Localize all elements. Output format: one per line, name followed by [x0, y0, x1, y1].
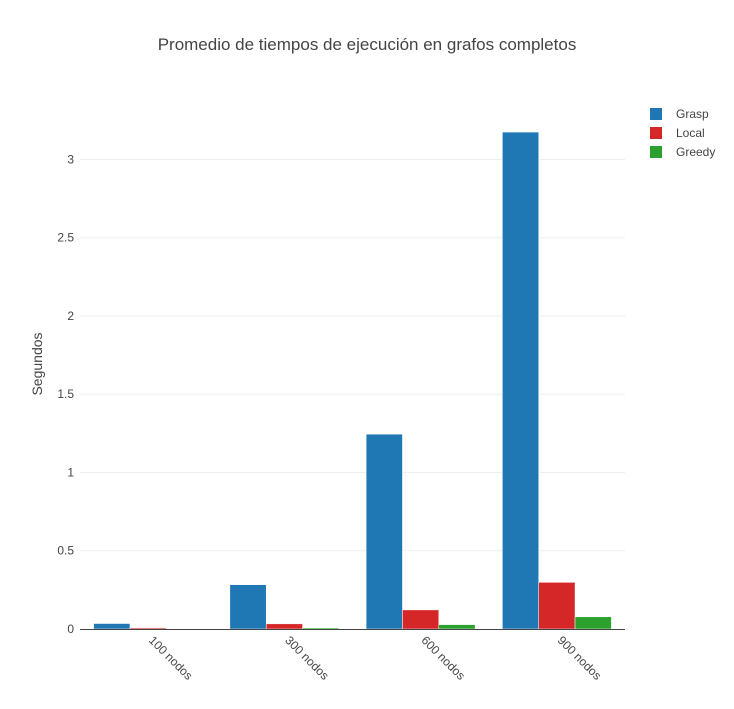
y-tick-label: 0	[67, 622, 74, 636]
x-tick-label: 600 nodos	[419, 633, 469, 683]
legend-label: Grasp	[676, 107, 709, 121]
legend-label: Local	[676, 126, 705, 140]
bar-grasp-3[interactable]	[502, 131, 539, 630]
bar-greedy-2[interactable]	[438, 624, 476, 630]
x-tick-labels: 100 nodos 300 nodos 600 nodos 900 nodos	[146, 633, 604, 683]
y-tick-label: 2	[67, 309, 74, 323]
x-tick-label: 100 nodos	[146, 633, 196, 683]
y-tick-label: 0.5	[57, 544, 74, 558]
y-tick-label: 1.5	[57, 387, 74, 401]
gridlines	[80, 158, 625, 552]
bar-local-3[interactable]	[538, 582, 576, 630]
bar-local-2[interactable]	[402, 609, 440, 630]
x-tick-label: 300 nodos	[282, 633, 332, 683]
y-axis-title: Segundos	[29, 332, 45, 395]
y-tick-label: 1	[67, 465, 74, 479]
bar-local-1[interactable]	[265, 623, 303, 630]
legend-swatch	[650, 127, 662, 139]
y-tick-label: 2.5	[57, 231, 74, 245]
legend-item-greedy[interactable]: Greedy	[650, 145, 715, 159]
legend-item-grasp[interactable]: Grasp	[650, 107, 709, 121]
bar-grasp-1[interactable]	[229, 584, 267, 630]
legend-item-local[interactable]: Local	[650, 126, 705, 140]
bars	[93, 131, 612, 630]
legend-label: Greedy	[676, 145, 715, 159]
bar-local-0[interactable]	[129, 627, 167, 630]
x-tick-label: 900 nodos	[555, 633, 605, 683]
legend-swatch	[650, 108, 662, 120]
y-tick-label: 3	[67, 152, 74, 166]
legend[interactable]: Grasp Local Greedy	[650, 107, 715, 159]
legend-swatch	[650, 146, 662, 158]
bar-grasp-2[interactable]	[365, 433, 403, 630]
bar-grasp-0[interactable]	[93, 623, 131, 630]
bar-greedy-1[interactable]	[302, 627, 340, 630]
bar-greedy-3[interactable]	[574, 616, 612, 630]
y-tick-labels: 0 0.5 1 1.5 2 2.5 3	[57, 152, 74, 636]
chart-title: Promedio de tiempos de ejecución en graf…	[158, 35, 577, 54]
